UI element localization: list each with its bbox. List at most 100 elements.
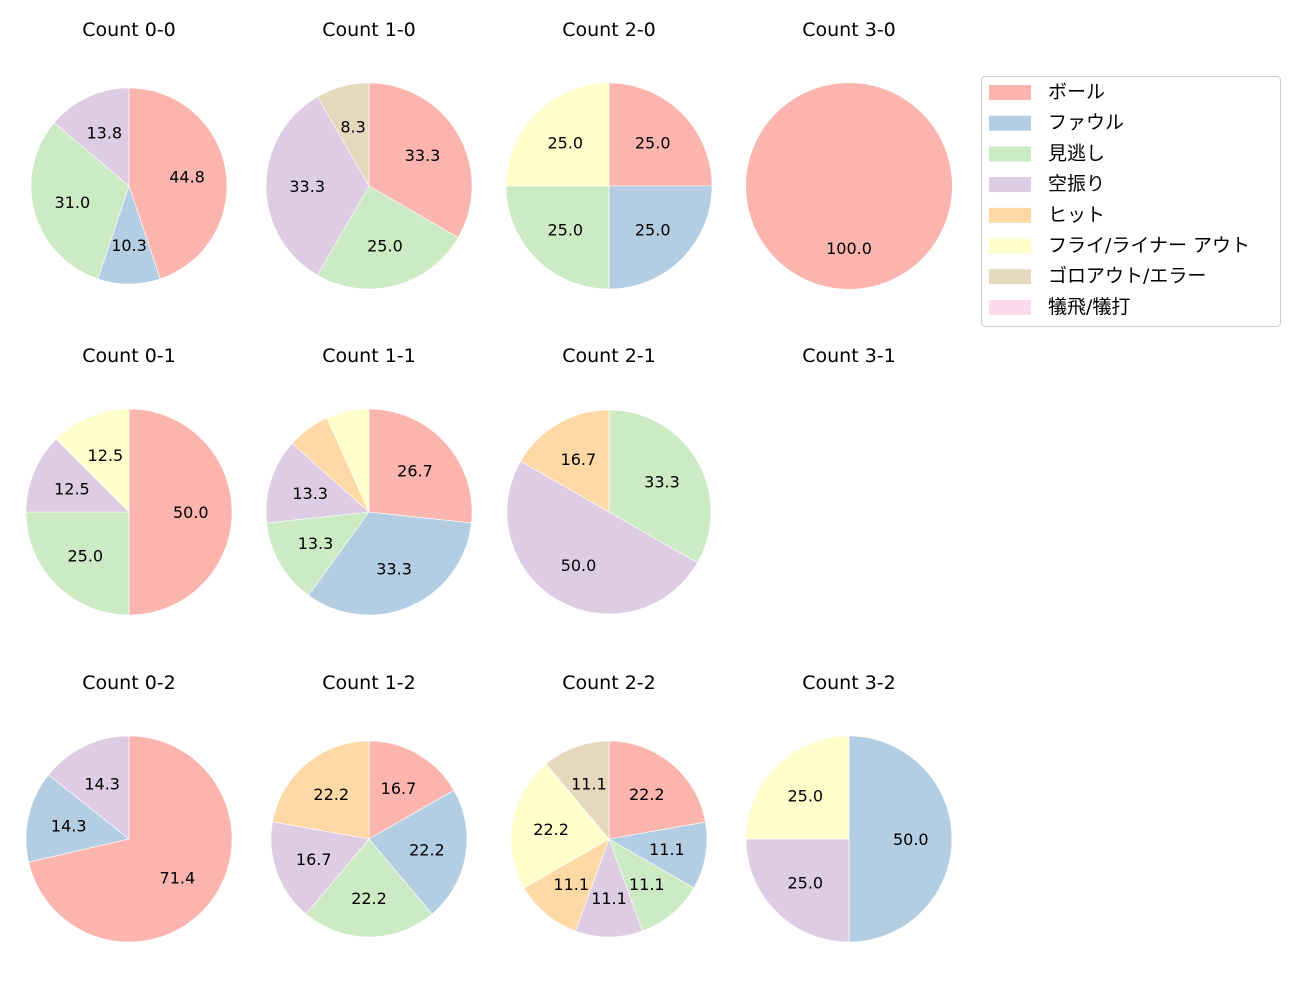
legend-label: 犠飛/犠打	[1048, 296, 1130, 318]
pie-slice	[128, 87, 228, 280]
pie-slice	[608, 838, 695, 932]
pie-slice	[506, 460, 698, 615]
legend-label: ファウル	[1048, 112, 1124, 134]
legend-label: ボール	[1048, 81, 1105, 103]
slice-label: 10.3	[111, 236, 147, 255]
slice-label: 25.0	[787, 786, 823, 805]
pie-slice	[523, 838, 610, 932]
pie-slice	[316, 185, 459, 290]
pie-slice	[848, 735, 953, 943]
legend-label: 見逃し	[1048, 142, 1105, 164]
pie-slice	[265, 442, 370, 524]
slice-label: 11.1	[571, 775, 607, 794]
slice-label: 11.1	[649, 840, 685, 859]
slice-label: 25.0	[787, 874, 823, 893]
slice-label: 22.2	[533, 820, 569, 839]
slice-label: 13.3	[292, 484, 328, 503]
slice-label: 50.0	[173, 503, 209, 522]
pie-slice	[746, 83, 952, 289]
pie-slice	[326, 408, 370, 513]
pie-title: Count 1-2	[322, 672, 416, 694]
pie-count-3-0: Count 3-0 100.0	[746, 19, 952, 289]
slice-label: 25.0	[635, 133, 671, 152]
slice-label: 25.0	[635, 221, 671, 240]
slice-label: 12.5	[54, 479, 90, 498]
slice-label: 33.3	[289, 177, 325, 196]
slice-label: 25.0	[547, 133, 583, 152]
slice-label: 11.1	[553, 875, 589, 894]
pie-slice	[368, 82, 473, 238]
pie-slice	[25, 511, 130, 616]
pie-slice	[505, 82, 610, 187]
pie-title: Count 0-1	[82, 345, 176, 367]
slice-label: 16.7	[381, 779, 417, 798]
pie-title: Count 1-1	[322, 345, 416, 367]
pie-slice	[368, 740, 455, 840]
pie-slice	[545, 740, 610, 840]
slice-label: 31.0	[55, 193, 91, 212]
pie-count-1-0: Count 1-0 33.3 25.0 33.3 8.3	[265, 19, 473, 290]
pie-slice	[505, 185, 610, 290]
pie-slice	[608, 821, 708, 889]
pie-slice	[608, 740, 706, 840]
pie-count-3-2: Count 3-2 50.0 25.0 25.0	[745, 672, 953, 943]
slice-label: 33.3	[376, 559, 412, 578]
legend-swatch	[989, 299, 1031, 315]
pie-slice	[317, 82, 370, 188]
pie-title: Count 3-2	[802, 672, 896, 694]
legend-label: ゴロアウト/エラー	[1048, 265, 1206, 287]
legend-swatch	[989, 207, 1031, 223]
slice-label: 33.3	[405, 146, 441, 165]
pie-title: Count 1-0	[322, 19, 416, 41]
legend-swatch	[989, 177, 1031, 193]
pie-title: Count 2-0	[562, 19, 656, 41]
pie-slice	[128, 408, 233, 616]
slice-label: 44.8	[169, 168, 205, 187]
legend-label: フライ/ライナー アウト	[1048, 235, 1250, 257]
pie-title: Count 2-2	[562, 672, 656, 694]
slice-label: 22.2	[313, 785, 349, 804]
slice-label: 50.0	[561, 556, 597, 575]
pie-slice	[745, 735, 850, 840]
legend-label: 空振り	[1048, 173, 1105, 195]
pie-slice	[47, 735, 130, 840]
pie-slice	[745, 838, 850, 943]
slice-label: 33.3	[644, 472, 680, 491]
pie-slice	[272, 740, 370, 840]
slice-label: 13.8	[86, 124, 122, 143]
pie-count-1-2: Count 1-2 16.7 22.2 22.2 16.7 22.2	[270, 672, 468, 938]
pie-slice	[25, 774, 130, 863]
pie-slice	[30, 122, 130, 280]
pie-count-0-0: Count 0-0 44.8 10.3 31.0 13.8	[30, 19, 228, 285]
legend-swatch	[989, 238, 1031, 254]
pie-title: Count 0-2	[82, 672, 176, 694]
legend-swatch	[989, 85, 1031, 100]
slice-label: 25.0	[547, 221, 583, 240]
legend-frame	[981, 76, 1281, 327]
pie-count-0-2: Count 0-2 71.4 14.3 14.3	[25, 672, 233, 943]
legend-label: ヒット	[1048, 204, 1105, 226]
slice-label: 14.3	[84, 774, 120, 793]
slice-label: 11.1	[591, 889, 627, 908]
slice-label: 71.4	[160, 868, 196, 887]
pie-slice	[608, 185, 713, 290]
pie-title: Count 3-0	[802, 19, 896, 41]
pie-count-2-2: Count 2-222.211.111.111.111.122.211.1	[510, 672, 708, 938]
pie-count-2-0: Count 2-0 25.0 25.0 25.0 25.0	[505, 19, 713, 290]
pie-title: Count 3-1	[802, 345, 896, 367]
pie-count-0-1: Count 0-1 50.0 25.0 12.5 12.5	[25, 345, 233, 616]
slice-label: 25.0	[67, 547, 103, 566]
pie-slice	[55, 408, 130, 513]
pie-count-2-1: Count 2-1 33.3 50.0 16.7	[506, 345, 712, 615]
slice-label: 13.3	[298, 534, 334, 553]
slice-label: 16.7	[561, 450, 597, 469]
pie-count-3-1: Count 3-1	[802, 345, 896, 367]
pie-slice	[25, 438, 130, 513]
pie-slice	[368, 789, 468, 915]
slice-label: 50.0	[893, 830, 929, 849]
slice-label: 16.7	[296, 850, 332, 869]
legend-swatch	[989, 115, 1031, 131]
pies-group: Count 0-0 44.8 10.3 31.0 13.8 Count 1-0 33.3 25…	[25, 19, 953, 943]
pie-title: Count 0-0	[82, 19, 176, 41]
